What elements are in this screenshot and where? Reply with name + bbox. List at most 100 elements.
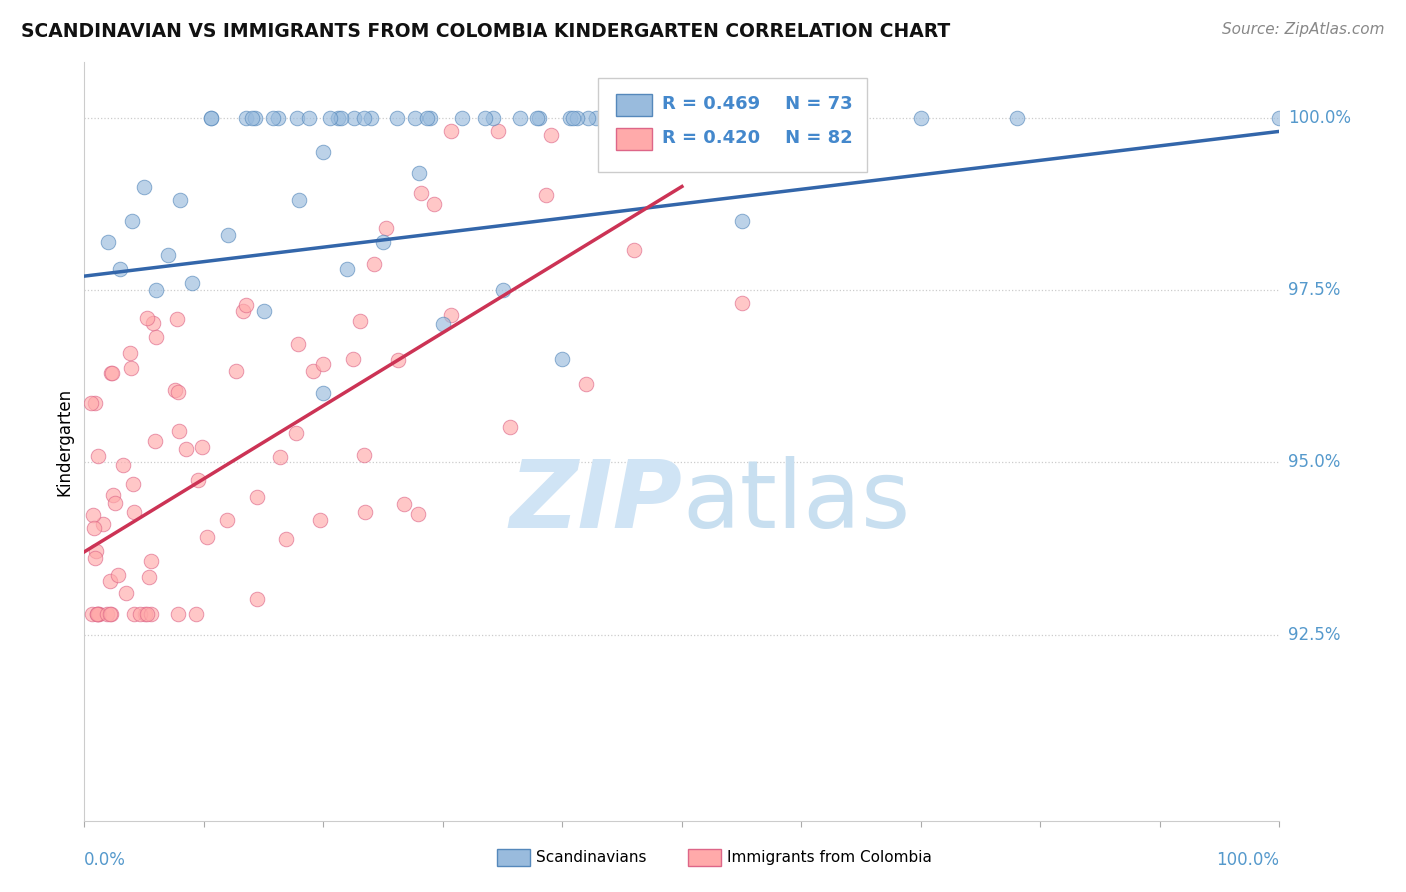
Point	[509, 111, 531, 125]
Point	[419, 111, 441, 125]
Point	[624, 111, 647, 125]
Point	[84, 544, 107, 558]
Point	[363, 256, 385, 270]
Point	[714, 111, 737, 125]
Point	[96, 607, 118, 621]
Point	[309, 513, 332, 527]
Point	[169, 194, 191, 208]
Text: Immigrants from Colombia: Immigrants from Colombia	[727, 849, 932, 864]
Point	[827, 111, 849, 125]
Point	[186, 607, 208, 621]
Point	[122, 607, 145, 621]
Point	[163, 383, 186, 397]
Point	[142, 316, 165, 330]
Point	[138, 569, 160, 583]
Point	[246, 592, 269, 607]
Point	[84, 551, 107, 566]
Text: R = 0.469    N = 73: R = 0.469 N = 73	[662, 95, 852, 113]
Point	[253, 303, 276, 318]
Point	[655, 111, 678, 125]
Point	[200, 111, 222, 125]
Point	[97, 235, 120, 249]
Point	[174, 442, 197, 457]
Point	[285, 426, 308, 441]
Point	[134, 607, 156, 621]
Point	[121, 214, 143, 228]
Point	[329, 111, 352, 125]
Point	[731, 214, 754, 228]
Point	[80, 396, 103, 410]
Point	[115, 586, 138, 600]
FancyBboxPatch shape	[688, 849, 721, 866]
Point	[217, 227, 239, 242]
Point	[1005, 111, 1028, 125]
Point	[482, 111, 505, 125]
Point	[486, 124, 509, 138]
Point	[423, 196, 446, 211]
Point	[167, 607, 190, 621]
Point	[392, 497, 415, 511]
Point	[551, 351, 574, 366]
Point	[111, 458, 134, 473]
Point	[474, 111, 496, 125]
Point	[312, 386, 335, 401]
Point	[86, 449, 108, 463]
Point	[100, 367, 122, 381]
FancyBboxPatch shape	[616, 128, 652, 150]
Point	[731, 295, 754, 310]
Point	[269, 450, 291, 465]
Point	[451, 111, 474, 125]
Point	[139, 553, 162, 567]
Point	[1268, 111, 1291, 125]
Point	[342, 351, 364, 366]
Point	[336, 262, 359, 277]
Point	[122, 505, 145, 519]
Point	[262, 111, 284, 125]
Point	[187, 473, 209, 487]
Point	[385, 111, 408, 125]
Text: 100.0%: 100.0%	[1216, 851, 1279, 869]
Point	[492, 283, 515, 297]
Point	[166, 385, 188, 400]
Point	[526, 111, 548, 125]
FancyBboxPatch shape	[496, 849, 530, 866]
Point	[129, 607, 152, 621]
Point	[167, 425, 190, 439]
FancyBboxPatch shape	[599, 78, 868, 172]
Point	[139, 607, 162, 621]
Point	[360, 111, 382, 125]
Text: atlas: atlas	[682, 456, 910, 549]
Point	[319, 111, 342, 125]
Point	[576, 111, 599, 125]
Point	[406, 508, 429, 522]
Point	[91, 517, 114, 532]
Point	[326, 111, 349, 125]
Text: 92.5%: 92.5%	[1288, 625, 1340, 643]
Point	[353, 111, 375, 125]
Point	[287, 111, 309, 125]
Point	[87, 607, 110, 621]
Point	[135, 607, 157, 621]
Point	[408, 166, 430, 180]
Point	[527, 111, 550, 125]
Point	[245, 111, 267, 125]
Point	[120, 361, 142, 376]
Text: 95.0%: 95.0%	[1288, 453, 1340, 471]
Point	[86, 607, 108, 621]
Point	[225, 364, 247, 378]
Point	[246, 490, 269, 504]
Point	[298, 111, 321, 125]
Point	[540, 128, 562, 142]
Y-axis label: Kindergarten: Kindergarten	[55, 387, 73, 496]
Point	[132, 179, 156, 194]
Point	[121, 477, 143, 491]
Point	[409, 186, 432, 200]
Point	[110, 262, 132, 277]
Point	[232, 303, 254, 318]
Point	[416, 111, 439, 125]
Point	[195, 530, 218, 544]
Point	[120, 346, 142, 360]
Point	[191, 440, 214, 454]
Point	[107, 568, 129, 582]
Point	[702, 111, 724, 125]
